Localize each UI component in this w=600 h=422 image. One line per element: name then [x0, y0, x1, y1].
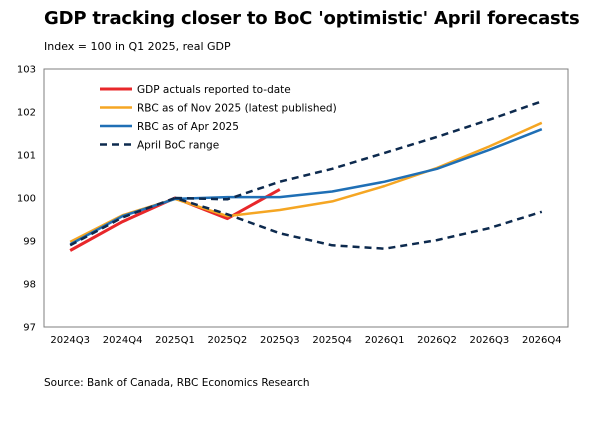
- x-tick-label: 2026Q1: [365, 335, 405, 346]
- legend-label: RBC as of Nov 2025 (latest published): [137, 102, 337, 114]
- series-line-4: [174, 100, 543, 201]
- chart-title: GDP tracking closer to BoC 'optimistic' …: [44, 8, 580, 29]
- y-tick-label: 103: [17, 65, 36, 76]
- x-tick-label: 2024Q3: [50, 335, 90, 346]
- x-tick-label: 2025Q4: [312, 335, 352, 346]
- legend-label: RBC as of Apr 2025: [137, 121, 239, 133]
- series-line-3: [69, 196, 543, 250]
- chart-source: Source: Bank of Canada, RBC Economics Re…: [44, 377, 310, 389]
- chart-subtitle: Index = 100 in Q1 2025, real GDP: [44, 40, 231, 53]
- x-tick-label: 2025Q3: [260, 335, 300, 346]
- y-tick-label: 100: [17, 194, 36, 205]
- x-tick-label: 2026Q4: [522, 335, 562, 346]
- legend-label: GDP actuals reported to-date: [137, 84, 291, 96]
- y-tick-label: 97: [23, 323, 36, 334]
- y-tick-label: 102: [17, 108, 36, 119]
- y-tick-label: 101: [17, 151, 36, 162]
- y-tick-label: 98: [23, 280, 36, 291]
- plot-area-border: [43, 68, 569, 328]
- legend-label: April BoC range: [137, 139, 219, 151]
- x-tick-label: 2025Q2: [208, 335, 248, 346]
- y-tick-label: 99: [23, 237, 36, 248]
- x-tick-label: 2026Q2: [417, 335, 457, 346]
- x-tick-label: 2025Q1: [155, 335, 195, 346]
- x-tick-label: 2024Q4: [103, 335, 143, 346]
- x-tick-label: 2026Q3: [470, 335, 510, 346]
